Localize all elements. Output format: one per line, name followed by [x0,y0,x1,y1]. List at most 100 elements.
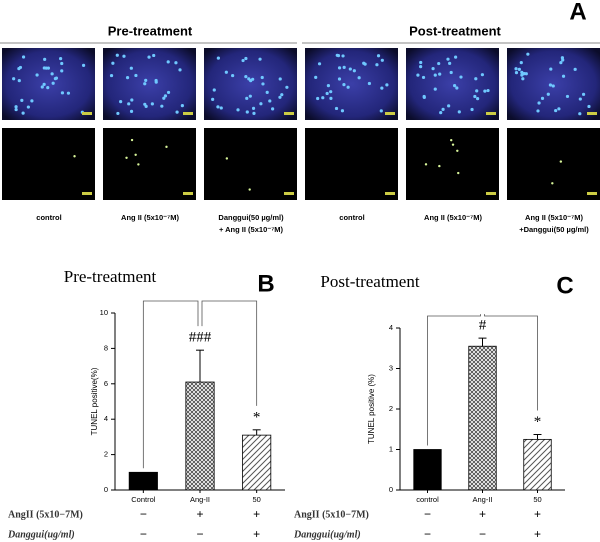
nucleus [441,107,445,111]
nucleus [50,72,54,76]
nucleus [59,56,63,61]
caption: Ang II (5x10⁻⁷M) [121,213,179,222]
nucleus [537,101,541,105]
nucleus [236,108,240,112]
tunel-dot [424,163,428,166]
nucleus [147,55,151,59]
image-dapi [204,48,297,120]
nucleus [459,75,463,79]
nucleus [261,82,265,86]
nucleus [21,111,25,115]
nucleus [380,58,384,62]
scale-bar [183,192,193,195]
tunel-dot [248,188,251,191]
nucleus [565,94,570,99]
treatment-sign: + [253,527,260,541]
caption: Danggui(50 µg/ml) [218,213,284,222]
nucleus [244,75,248,79]
x-tick-label: Ang-II [472,495,492,504]
treatment-sign: − [424,527,431,541]
nucleus [340,109,345,113]
nucleus [259,102,263,106]
nucleus [278,95,282,99]
nucleus [316,96,320,101]
nucleus [514,67,518,71]
tunel-dot [438,164,441,168]
nucleus [551,84,555,88]
nucleus [549,67,553,71]
nucleus [162,96,166,100]
nucleus [557,107,561,111]
caption: control [36,213,61,222]
treatment-sign: − [479,527,486,541]
x-tick-label: 50 [252,495,260,504]
nucleus [526,52,530,56]
micrographs [2,48,600,200]
nucleus [42,82,46,86]
nucleus [111,61,115,65]
treatment-sign: + [479,507,486,521]
nucleus [446,57,450,61]
nucleus [474,77,478,81]
y-tick-label: 4 [389,323,393,332]
nucleus [21,55,26,59]
nucleus [178,68,182,72]
nucleus [357,76,361,80]
scale-bar [385,192,395,195]
y-axis-label: TUNEL positive (%) [367,374,376,444]
nucleus [334,106,339,111]
nucleus [144,78,148,82]
significance: * [253,409,261,425]
nucleus [486,88,490,93]
nucleus [180,104,184,108]
nucleus [419,65,423,69]
y-tick-label: 2 [389,404,393,413]
scale-bar [587,112,597,115]
nucleus [51,81,55,85]
nucleus [431,67,435,71]
nucleus [150,102,154,106]
bar [468,345,497,491]
scale-bar [385,112,395,115]
y-tick-label: 3 [389,363,393,372]
caption: control [339,213,364,222]
treatment-sign: − [140,507,147,521]
nucleus [60,61,64,66]
nucleus [54,76,59,80]
nucleus [416,73,420,77]
tunel-dot [450,138,453,142]
nucleus [433,87,437,91]
nucleus [342,65,346,69]
tunel-dot [225,157,229,160]
nucleus [337,66,342,70]
y-tick-label: 10 [100,308,108,317]
nucleus [268,99,272,103]
nucleus [12,77,16,81]
nucleus [35,73,39,77]
nucleus [241,58,245,63]
nucleus [329,96,333,100]
nucleus [211,97,215,101]
y-tick-label: 0 [389,485,393,494]
nucleus [475,89,479,93]
image-tunel [103,128,196,200]
nucleus [17,79,21,83]
nucleus [380,86,384,90]
nucleus [453,84,457,88]
nucleus [271,107,275,111]
bar [128,471,158,491]
panel-label: A [569,0,586,25]
scale-bar [82,192,92,195]
nucleus [129,109,134,113]
x-tick-label: 50 [533,495,541,504]
nucleus [260,75,264,80]
nucleus [437,61,441,66]
nucleus [314,75,318,79]
nucleus [573,67,577,71]
nucleus [152,53,156,58]
nucleus [367,81,371,86]
nucleus [348,67,352,71]
tunel-dot [134,153,137,157]
image-dapi [507,48,600,120]
nucleus [231,73,235,78]
